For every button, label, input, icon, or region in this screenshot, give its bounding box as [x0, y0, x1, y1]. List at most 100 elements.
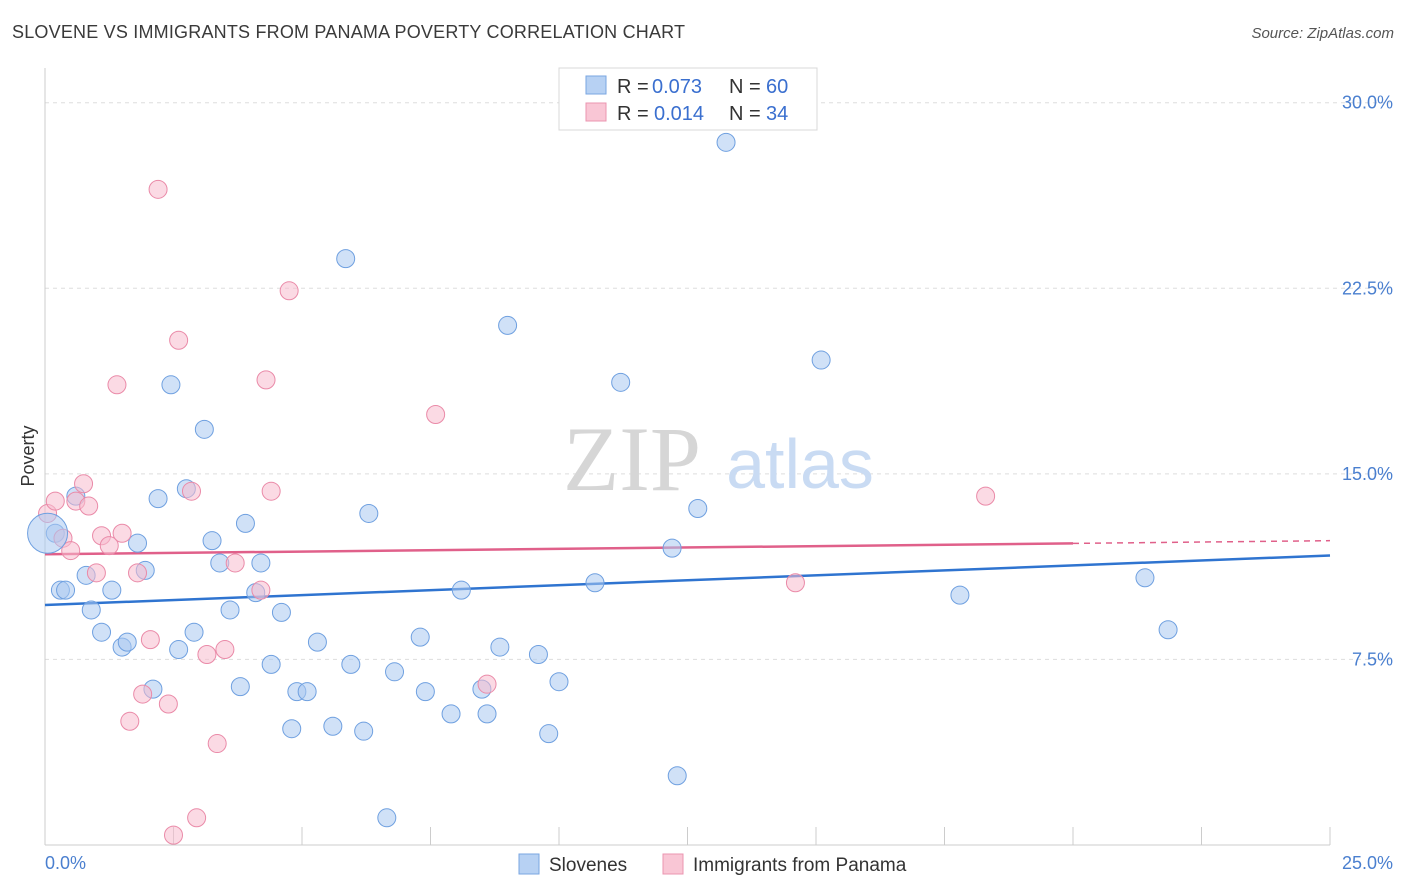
point-slovenes: [498, 315, 518, 335]
tick-labels: 7.5% 15.0% 22.5% 30.0% 0.0% 25.0%: [45, 93, 1393, 873]
point-slovenes: [811, 350, 831, 370]
point-panama: [107, 375, 127, 395]
y-tick-label: 22.5%: [1342, 278, 1393, 298]
point-panama: [120, 711, 140, 731]
point-panama: [112, 523, 132, 543]
point-panama: [133, 684, 153, 704]
point-panama: [426, 404, 446, 424]
point-slovenes: [251, 553, 271, 573]
point-panama: [79, 496, 99, 516]
point-slovenes: [451, 580, 471, 600]
legend-swatch-slovenes: [585, 75, 607, 95]
point-panama: [207, 734, 227, 754]
point-slovenes: [117, 632, 137, 652]
point-slovenes: [282, 719, 302, 739]
point-panama: [225, 553, 245, 573]
point-panama: [128, 563, 148, 583]
legend-n-label-2: N =: [729, 103, 761, 125]
point-slovenes: [336, 249, 356, 269]
point-panama: [256, 370, 276, 390]
point-slovenes: [477, 704, 497, 724]
point-panama: [251, 580, 271, 600]
point-slovenes: [385, 662, 405, 682]
point-slovenes: [667, 766, 687, 786]
legend-r-label-2: R =: [617, 103, 649, 125]
point-panama: [45, 491, 65, 511]
bottom-legend-label-panama: Immigrants from Panama: [693, 855, 907, 876]
point-slovenes: [56, 580, 76, 600]
y-tick-label: 7.5%: [1352, 649, 1393, 669]
point-slovenes: [148, 489, 168, 509]
point-slovenes: [271, 602, 291, 622]
point-panama: [279, 281, 299, 301]
point-slovenes: [490, 637, 510, 657]
y-axis-title: Poverty: [18, 425, 38, 486]
point-panama: [976, 486, 996, 506]
legend-n-value-1: 60: [766, 76, 788, 98]
trend-line-dashed: [1072, 539, 1331, 545]
legend-r-value-1: 0.073: [652, 76, 702, 98]
point-slovenes: [585, 573, 605, 593]
point-slovenes: [297, 682, 317, 702]
point-slovenes: [307, 632, 327, 652]
point-panama: [140, 630, 160, 650]
point-slovenes: [261, 654, 281, 674]
trend-line-solid: [44, 542, 1074, 556]
watermark: ZIP atlas: [563, 408, 874, 510]
point-panama: [785, 573, 805, 593]
bottom-legend-label-slovenes: Slovenes: [549, 855, 627, 876]
point-slovenes: [611, 372, 631, 392]
point-slovenes: [688, 499, 708, 519]
point-slovenes: [128, 533, 148, 553]
legend-n-label-1: N =: [729, 76, 761, 98]
source-label: Source: ZipAtlas.com: [1251, 25, 1394, 42]
point-slovenes: [1158, 620, 1178, 640]
point-panama: [477, 674, 497, 694]
legend-swatch-panama: [585, 102, 607, 122]
point-slovenes: [161, 375, 181, 395]
point-panama: [164, 825, 183, 845]
y-tick-label: 30.0%: [1342, 93, 1393, 113]
point-slovenes: [235, 513, 255, 533]
point-slovenes: [184, 622, 204, 642]
point-slovenes: [377, 808, 397, 828]
point-slovenes: [662, 538, 682, 558]
x-tick-label-min: 0.0%: [45, 853, 86, 873]
bottom-legend-swatch-panama: [662, 853, 684, 875]
chart-title: SLOVENE VS IMMIGRANTS FROM PANAMA POVERT…: [12, 22, 686, 42]
point-slovenes: [415, 682, 435, 702]
point-slovenes: [194, 419, 214, 439]
point-panama: [169, 330, 189, 350]
point-panama: [187, 808, 207, 828]
point-slovenes: [341, 654, 361, 674]
point-panama: [261, 481, 281, 501]
scatter-points: [27, 132, 1178, 845]
legend: R = 0.073 N = 60 R = 0.014 N = 34: [558, 67, 818, 131]
point-slovenes: [539, 724, 559, 744]
point-slovenes: [92, 622, 112, 642]
point-slovenes: [716, 132, 736, 152]
point-slovenes: [359, 503, 379, 523]
legend-n-value-2: 34: [766, 103, 788, 125]
y-tick-label: 15.0%: [1342, 464, 1393, 484]
point-slovenes: [1135, 568, 1155, 588]
point-slovenes: [220, 600, 240, 620]
point-slovenes: [202, 531, 222, 551]
bottom-legend: Slovenes Immigrants from Panama: [518, 853, 907, 876]
point-panama: [215, 640, 235, 660]
legend-r-value-2: 0.014: [654, 103, 704, 125]
point-panama: [158, 694, 178, 714]
point-panama: [99, 536, 119, 556]
point-panama: [86, 563, 106, 583]
point-slovenes: [230, 677, 250, 697]
point-slovenes: [102, 580, 122, 600]
point-slovenes: [323, 716, 343, 736]
point-panama: [181, 481, 201, 501]
point-slovenes: [549, 672, 569, 692]
point-slovenes: [81, 600, 101, 620]
grid-lines: [45, 102, 1390, 660]
point-panama: [148, 179, 168, 199]
point-panama: [197, 644, 217, 664]
point-panama: [61, 541, 81, 561]
